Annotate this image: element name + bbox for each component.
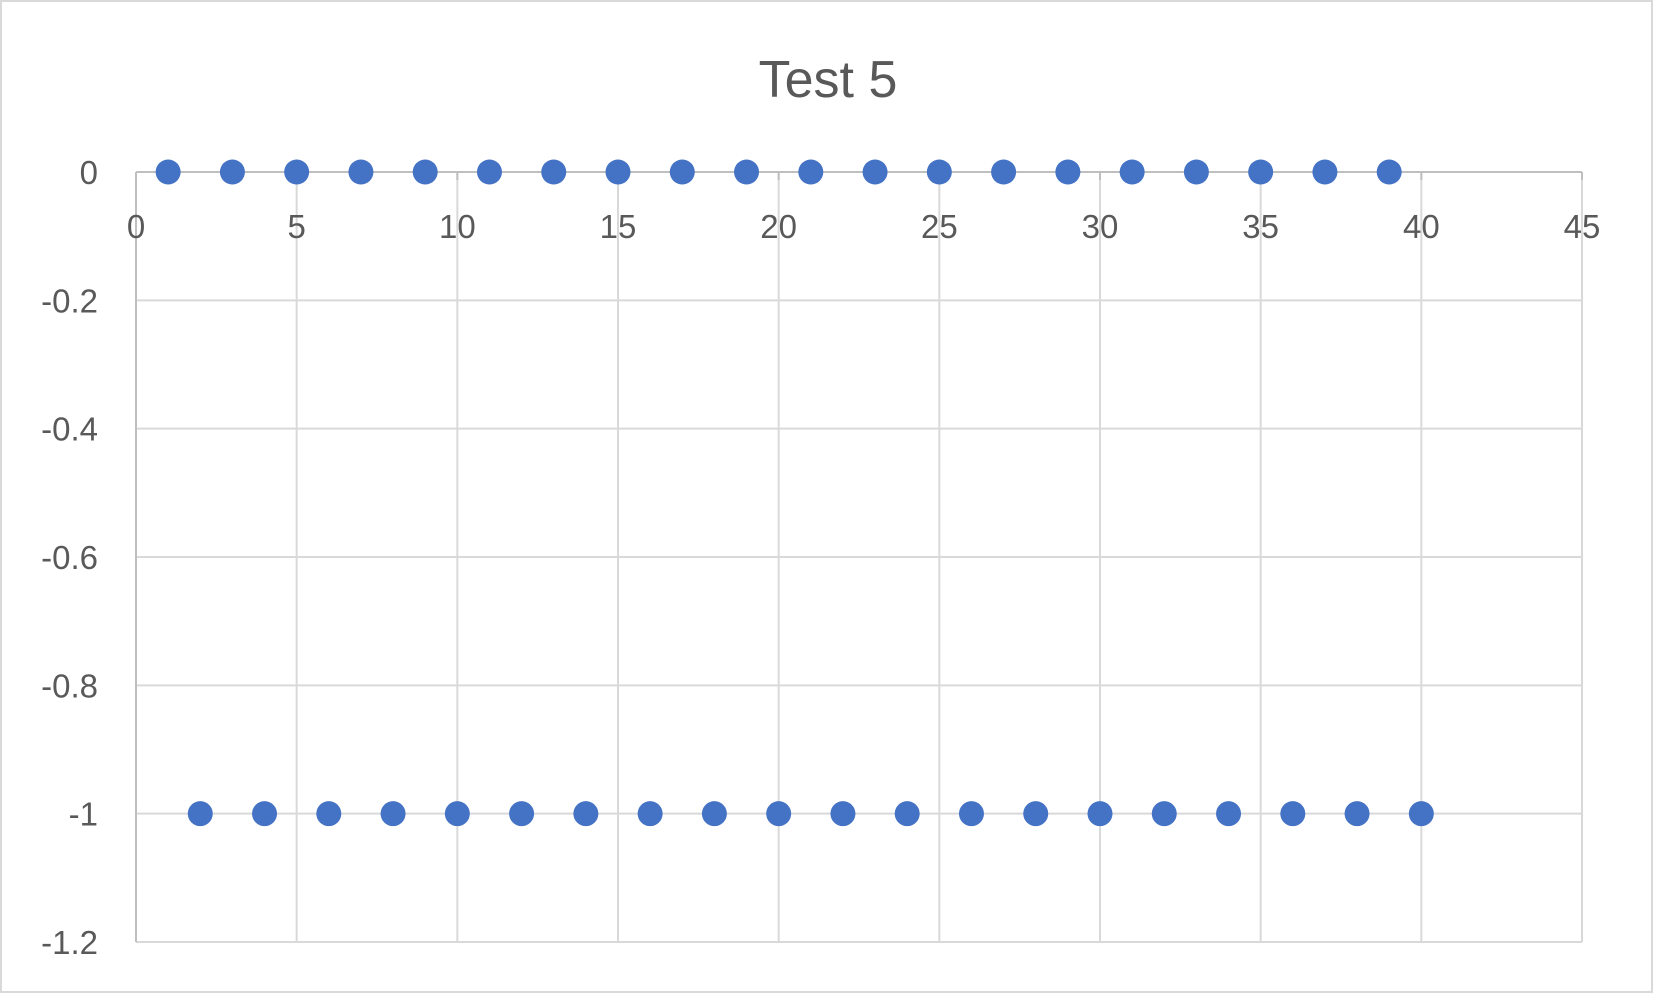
data-point — [1183, 159, 1209, 185]
data-point — [605, 159, 631, 185]
data-point — [316, 801, 342, 827]
data-point — [1087, 801, 1113, 827]
data-point — [1248, 159, 1274, 185]
y-tick-label: -1 — [69, 796, 98, 833]
data-point — [573, 801, 599, 827]
data-point — [509, 801, 535, 827]
x-tick-label: 5 — [287, 208, 305, 245]
data-points — [155, 159, 1434, 827]
data-point — [252, 801, 278, 827]
data-point — [284, 159, 310, 185]
x-tick-label: 35 — [1242, 208, 1279, 245]
chart-title: Test 5 — [759, 51, 898, 109]
data-point — [155, 159, 181, 185]
x-tick-label: 15 — [600, 208, 637, 245]
data-point — [219, 159, 245, 185]
data-point — [187, 801, 213, 827]
data-point — [444, 801, 470, 827]
data-point — [1151, 801, 1177, 827]
x-tick-label: 0 — [127, 208, 145, 245]
data-point — [958, 801, 984, 827]
y-tick-label: -0.4 — [41, 411, 98, 448]
data-point — [1023, 801, 1049, 827]
data-point — [798, 159, 824, 185]
data-point — [1408, 801, 1434, 827]
data-point — [1312, 159, 1338, 185]
data-point — [348, 159, 374, 185]
data-point — [830, 801, 856, 827]
data-point — [1119, 159, 1145, 185]
data-point — [541, 159, 567, 185]
x-tick-label: 40 — [1403, 208, 1440, 245]
data-point — [412, 159, 438, 185]
x-tick-label: 30 — [1082, 208, 1119, 245]
y-tick-label: -0.8 — [41, 667, 98, 704]
data-point — [637, 801, 663, 827]
data-point — [669, 159, 695, 185]
x-tick-label: 10 — [439, 208, 476, 245]
y-tick-label: -0.6 — [41, 539, 98, 576]
tick-labels: 0 5 10 15 20 25 30 35 40 45 0 -0.2 -0.4 -0.6 -0.8 -1 -1.… — [41, 154, 1600, 961]
data-point — [1376, 159, 1402, 185]
data-point — [1216, 801, 1242, 827]
data-point — [476, 159, 502, 185]
data-point — [991, 159, 1017, 185]
data-point — [701, 801, 727, 827]
data-point — [894, 801, 920, 827]
data-point — [926, 159, 952, 185]
x-tick-label: 20 — [760, 208, 797, 245]
data-point — [734, 159, 760, 185]
data-point — [380, 801, 406, 827]
grid-layer — [135, 171, 1583, 943]
y-tick-label: -1.2 — [41, 924, 98, 961]
data-point — [1055, 159, 1081, 185]
data-point — [1344, 801, 1370, 827]
data-point — [766, 801, 792, 827]
y-tick-label: 0 — [80, 154, 98, 191]
data-point — [1280, 801, 1306, 827]
x-tick-label: 25 — [921, 208, 958, 245]
x-tick-label: 45 — [1564, 208, 1601, 245]
data-point — [862, 159, 888, 185]
y-tick-label: -0.2 — [41, 282, 98, 319]
